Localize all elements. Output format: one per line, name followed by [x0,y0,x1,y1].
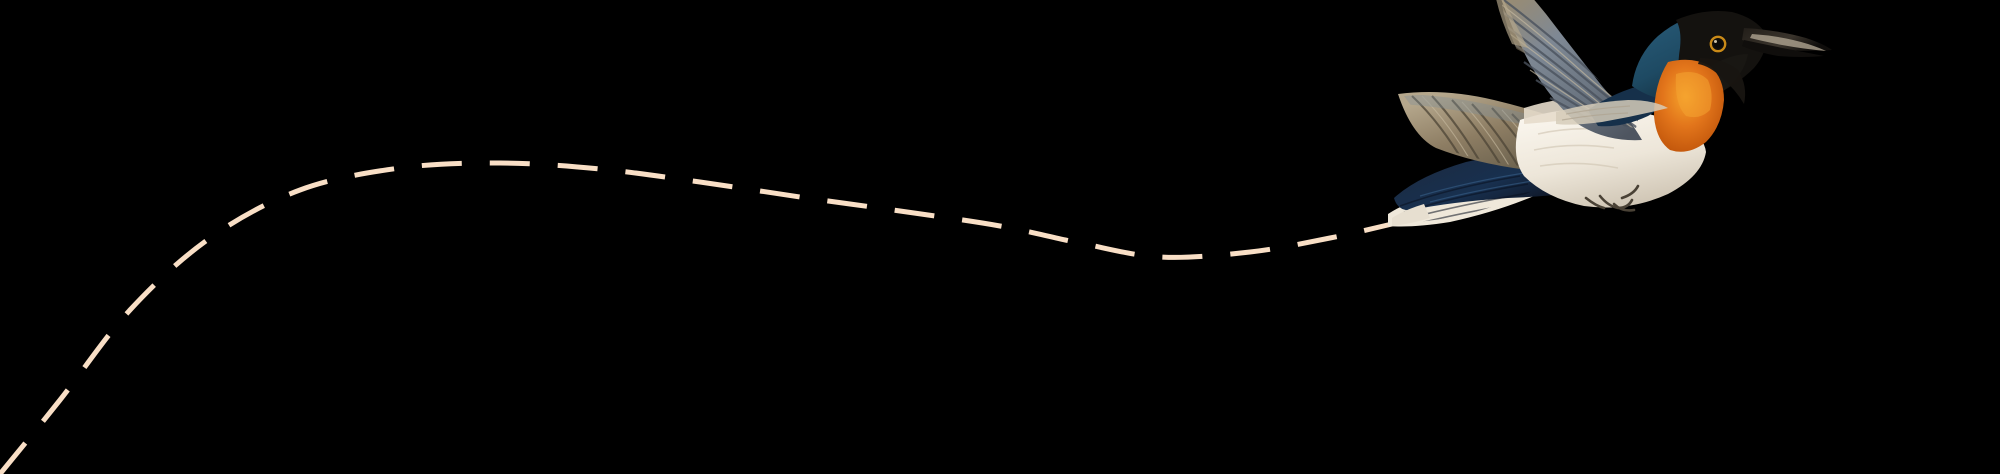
bird-feet [1584,184,1640,212]
eye-glint [1714,40,1717,43]
bird-throat [1654,58,1746,152]
upper-wing-tip-highlight [1496,0,1528,48]
beak-highlight [1750,34,1826,51]
throat-collar-black [1698,58,1746,104]
eye-iris-ring [1709,35,1727,53]
front-wing-coverts [1556,100,1668,125]
tail-white-tip [1392,204,1430,226]
bird-figure [1388,0,1832,227]
flight-path-dashed-curve [0,160,1393,474]
bird-beak [1742,28,1832,57]
beak-lower [1742,40,1824,57]
bird-eye [1709,35,1727,53]
throat-highlight [1675,72,1712,118]
